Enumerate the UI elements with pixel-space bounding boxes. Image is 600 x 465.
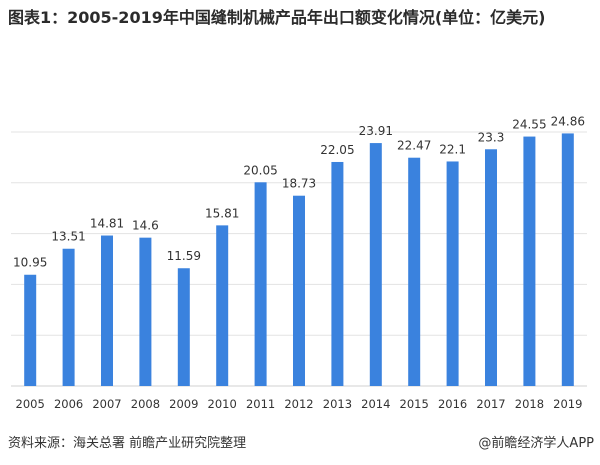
source-note: 资料来源：海关总署 前瞻产业研究院整理	[8, 436, 247, 451]
data-label: 24.55	[512, 118, 546, 132]
x-tick-label: 2019	[553, 397, 582, 411]
x-tick-label: 2015	[400, 397, 429, 411]
x-tick-label: 2006	[54, 397, 83, 411]
data-label: 14.81	[90, 217, 124, 231]
data-label: 22.05	[320, 143, 354, 157]
data-label: 22.1	[439, 142, 466, 156]
data-label: 14.6	[132, 219, 159, 233]
bar	[408, 157, 421, 386]
x-tick-label: 2014	[361, 397, 390, 411]
bar	[369, 143, 382, 386]
x-tick-label: 2013	[323, 397, 352, 411]
x-tick-label: 2008	[131, 397, 160, 411]
bar	[177, 268, 190, 386]
x-tick-label: 2018	[515, 397, 544, 411]
bar	[446, 161, 459, 386]
data-label: 24.86	[551, 114, 585, 128]
bar	[485, 149, 497, 386]
x-tick-label: 2005	[16, 397, 45, 411]
data-label: 13.51	[51, 230, 85, 244]
data-label: 20.05	[243, 163, 277, 177]
bar	[523, 136, 536, 386]
x-tick-label: 2010	[208, 397, 237, 411]
bar	[561, 133, 574, 386]
x-tick-label: 2011	[246, 397, 275, 411]
bar	[216, 225, 229, 386]
bar	[101, 235, 113, 386]
x-tick-label: 2016	[438, 397, 467, 411]
bar	[62, 248, 75, 386]
data-label: 10.95	[13, 256, 47, 270]
chart-title: 图表1：2005-2019年中国缝制机械产品年出口额变化情况(单位：亿美元)	[8, 8, 546, 27]
data-label: 22.47	[397, 139, 431, 153]
data-label: 11.59	[167, 249, 201, 263]
data-label: 23.91	[359, 124, 393, 138]
credit-watermark: @前瞻经济学人APP	[478, 436, 594, 451]
bar	[254, 182, 267, 386]
bar	[24, 274, 37, 386]
bar	[331, 161, 344, 386]
x-tick-label: 2007	[92, 397, 121, 411]
data-label: 23.3	[478, 130, 505, 144]
data-label: 18.73	[282, 177, 316, 191]
data-label: 15.81	[205, 206, 239, 220]
x-tick-label: 2017	[476, 397, 505, 411]
x-tick-label: 2009	[169, 397, 198, 411]
bar	[139, 237, 152, 386]
bar-chart: 10.95 2005 13.51 2006 14.81 2007 14.6 2008 11.59…	[11, 114, 587, 411]
bar	[293, 195, 305, 386]
x-tick-label: 2012	[284, 397, 313, 411]
